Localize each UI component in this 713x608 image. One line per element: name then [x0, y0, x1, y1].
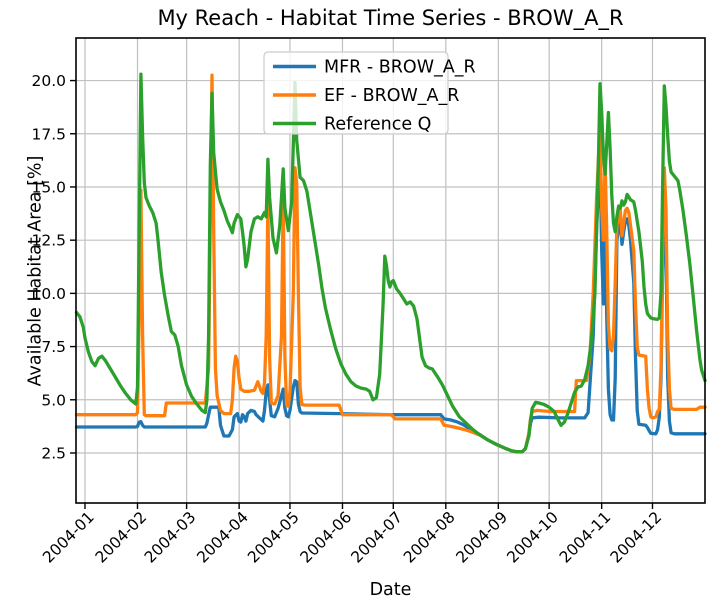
x-tick-label: 2004-02 — [92, 508, 151, 567]
x-tick-label: 2004-11 — [556, 508, 615, 567]
y-tick-label: 12.5 — [31, 232, 66, 250]
x-tick-label: 2004-09 — [453, 508, 512, 567]
y-tick-label: 10.0 — [31, 285, 66, 303]
x-tick-label: 2004-05 — [244, 508, 303, 567]
x-tick-label: 2004-06 — [297, 508, 356, 567]
legend-label-ef-brow-a-r: EF - BROW_A_R — [324, 86, 459, 106]
chart-title: My Reach - Habitat Time Series - BROW_A_… — [157, 6, 624, 30]
x-tick-label: 2004-01 — [39, 508, 98, 567]
legend-label-reference-q: Reference Q — [324, 115, 431, 135]
legend: MFR - BROW_A_R EF - BROW_A_R Reference Q — [263, 51, 476, 135]
y-tick-label: 15.0 — [31, 178, 66, 196]
series-line-reference-q — [74, 72, 707, 454]
x-tick-label: 2004-03 — [141, 508, 200, 567]
x-tick-label: 2004-07 — [348, 508, 407, 567]
legend-box — [263, 51, 449, 135]
y-tick-label: 5.0 — [41, 391, 66, 409]
x-tick-label: 2004-04 — [193, 508, 252, 567]
x-tick-label: 2004-08 — [400, 508, 459, 567]
y-axis-label: Available Habitat Area [%] — [25, 155, 46, 387]
y-tick-label: 2.5 — [41, 444, 66, 462]
y-tick-label: 20.0 — [31, 72, 66, 90]
x-axis-label: Date — [369, 580, 412, 600]
x-tick-label: 2004-12 — [607, 508, 666, 567]
x-tick-label: 2004-10 — [503, 508, 562, 567]
y-tick-label: 7.5 — [41, 338, 66, 356]
plot-frame — [75, 37, 706, 504]
y-tick-label: 17.5 — [31, 125, 66, 143]
legend-label-mfr-brow-a-r: MFR - BROW_A_R — [324, 58, 476, 78]
axis-ticks: 2004-012004-022004-032004-042004-052004-… — [31, 72, 665, 567]
